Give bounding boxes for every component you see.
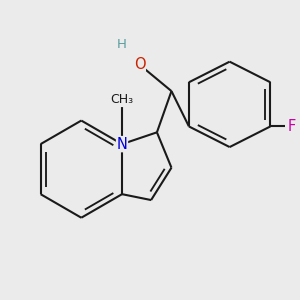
Text: CH₃: CH₃ [110,93,134,106]
Text: N: N [117,136,128,152]
Text: O: O [134,57,145,72]
Text: H: H [117,38,127,50]
Text: F: F [288,119,296,134]
